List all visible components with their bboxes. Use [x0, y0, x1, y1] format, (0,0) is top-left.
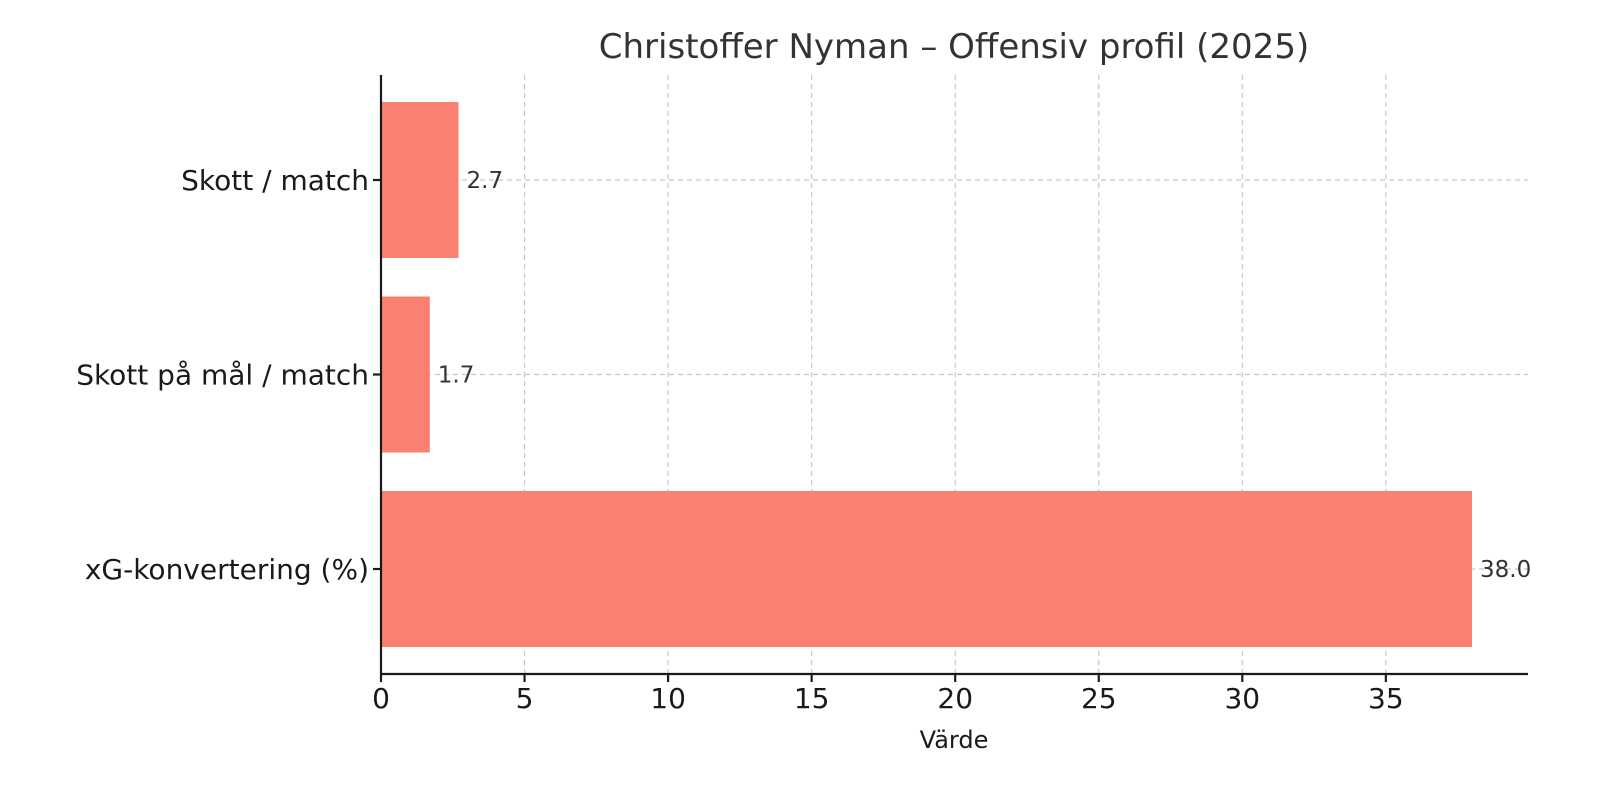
value-labels: 2.7 1.7 38.0 — [438, 168, 1531, 583]
x-tick-label: 25 — [1081, 682, 1117, 715]
chart-title: Christoffer Nyman – Offensiv profil (202… — [599, 27, 1309, 67]
x-tick-label: 35 — [1368, 682, 1404, 715]
bar — [381, 102, 459, 258]
x-tick-label: 20 — [937, 682, 973, 715]
bars — [381, 102, 1472, 647]
x-tick-label: 30 — [1224, 682, 1260, 715]
data-label: 38.0 — [1480, 557, 1531, 583]
x-tick-label: 0 — [372, 682, 390, 715]
x-tick-label: 5 — [516, 682, 534, 715]
x-ticks: 0 5 10 15 20 25 30 35 — [372, 178, 1404, 715]
category-label: Skott / match — [181, 164, 369, 197]
bar — [381, 296, 430, 453]
x-tick-label: 15 — [794, 682, 830, 715]
x-axis-label: Värde — [920, 726, 989, 754]
category-label: xG-konvertering (%) — [85, 553, 369, 586]
category-label: Skott på mål / match — [76, 359, 369, 392]
data-label: 2.7 — [467, 168, 504, 194]
bar — [381, 491, 1472, 647]
data-label: 1.7 — [438, 363, 475, 389]
category-labels: Skott / match Skott på mål / match xG-konv… — [76, 164, 369, 586]
x-tick-label: 10 — [650, 682, 686, 715]
